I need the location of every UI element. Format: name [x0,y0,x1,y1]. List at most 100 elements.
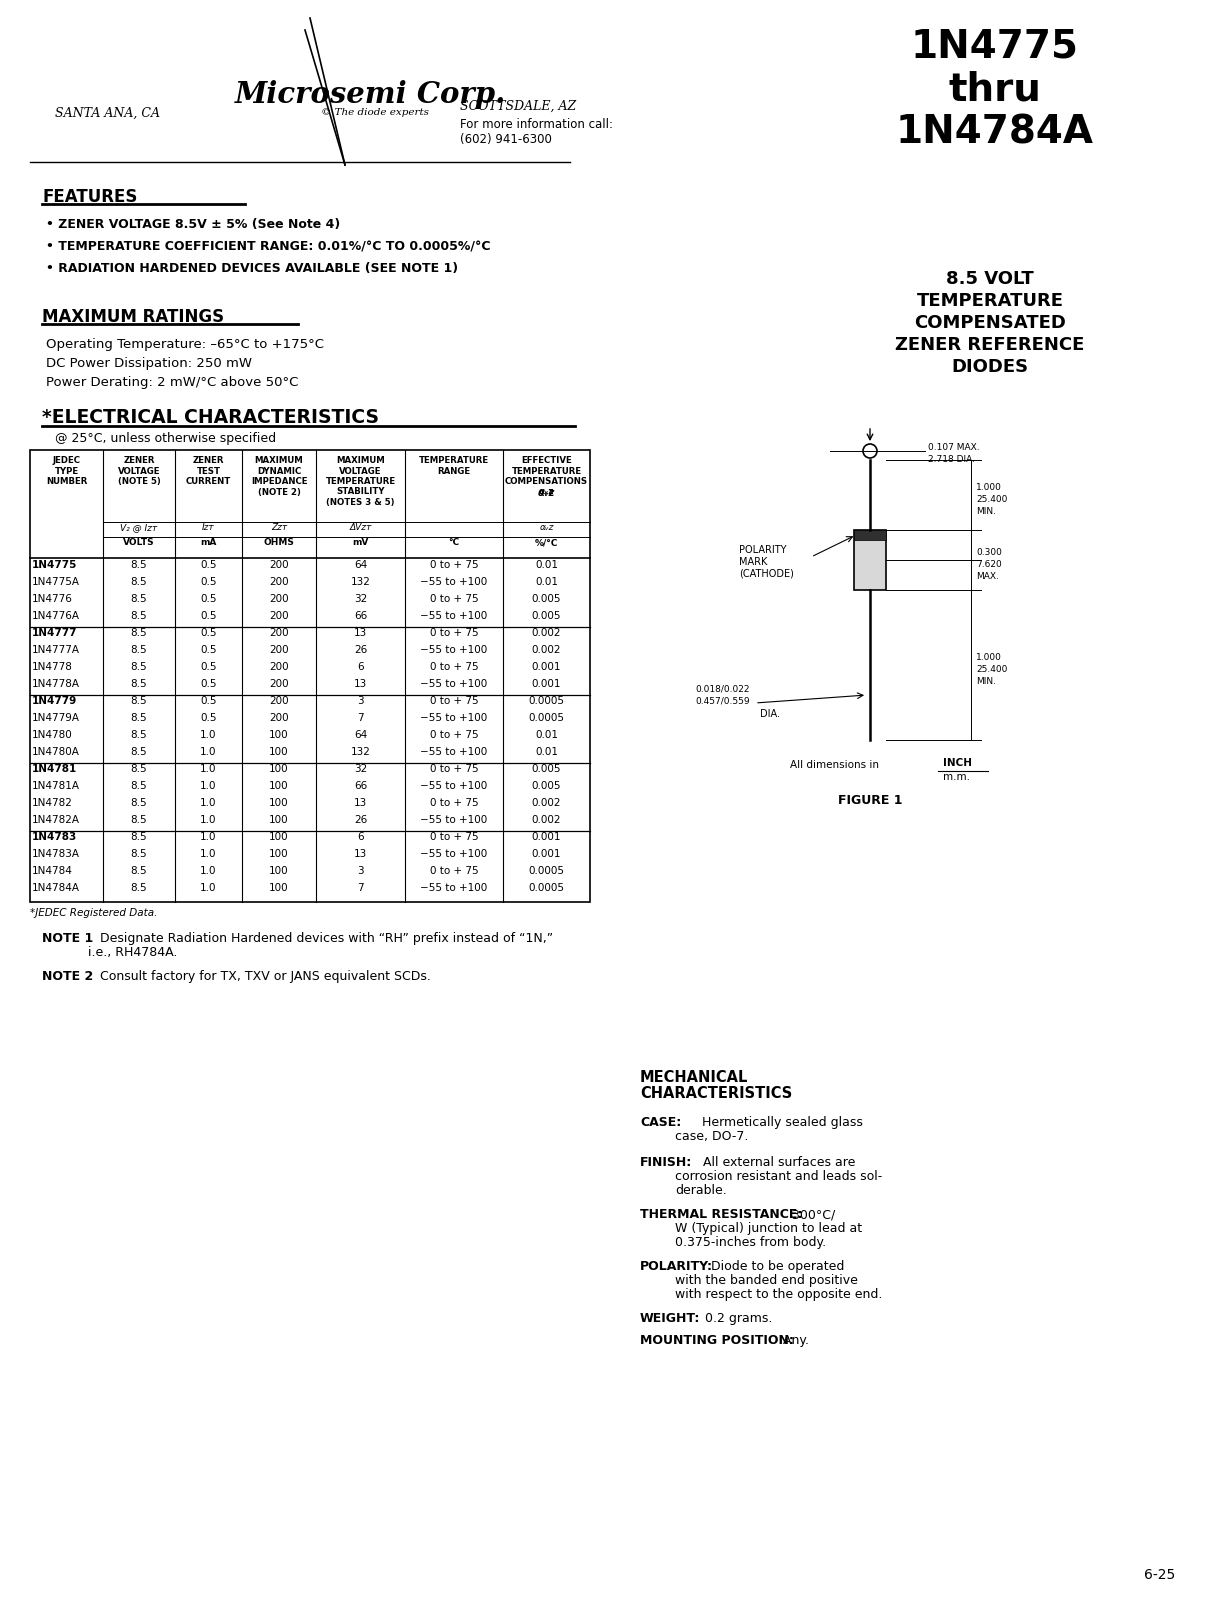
Text: 6-25: 6-25 [1144,1568,1175,1582]
Text: ZENER: ZENER [124,456,154,466]
Text: TEMPERATURE: TEMPERATURE [325,477,396,486]
Text: OHMS: OHMS [263,538,295,547]
Text: 1N4777A: 1N4777A [32,645,80,654]
Text: 0.5: 0.5 [200,578,217,587]
Text: case, DO-7.: case, DO-7. [675,1130,748,1142]
Text: 1.000: 1.000 [976,483,1002,493]
Text: 8.5: 8.5 [131,627,147,638]
Text: IMPEDANCE: IMPEDANCE [251,477,307,486]
Text: Microsemi Corp.: Microsemi Corp. [234,80,505,109]
Text: −55 to +100: −55 to +100 [420,747,488,757]
Text: 7: 7 [357,714,364,723]
Text: with the banded end positive: with the banded end positive [675,1274,858,1286]
Text: CHARACTERISTICS: CHARACTERISTICS [640,1086,793,1101]
Text: 8.5: 8.5 [131,662,147,672]
Text: 0.005: 0.005 [532,781,561,790]
Text: 1N4776A: 1N4776A [32,611,80,621]
Text: JEDEC: JEDEC [52,456,80,466]
Text: 100: 100 [270,798,289,808]
Text: POLARITY:: POLARITY: [640,1261,713,1274]
Text: 1N4778: 1N4778 [32,662,73,672]
Text: 1.0: 1.0 [200,832,217,842]
Text: VOLTAGE: VOLTAGE [339,467,381,475]
Text: 7.620: 7.620 [976,560,1002,570]
Bar [853,530,886,541]
Text: 1N4778A: 1N4778A [32,678,80,690]
Text: FINISH:: FINISH: [640,1155,692,1170]
Text: 0.01: 0.01 [535,578,558,587]
Text: 0.001: 0.001 [532,832,561,842]
Text: 1N4780: 1N4780 [32,730,73,739]
Text: MAXIMUM: MAXIMUM [255,456,304,466]
Text: Consult factory for TX, TXV or JANS equivalent SCDs.: Consult factory for TX, TXV or JANS equi… [87,970,431,982]
Text: TEST: TEST [197,467,221,475]
Text: MAXIMUM RATINGS: MAXIMUM RATINGS [42,307,225,326]
Text: MAX.: MAX. [976,573,999,581]
Text: 0 to + 75: 0 to + 75 [430,866,478,877]
Text: Power Derating: 2 mW/°C above 50°C: Power Derating: 2 mW/°C above 50°C [46,376,299,389]
Text: VOLTAGE: VOLTAGE [118,467,160,475]
Text: 0 to + 75: 0 to + 75 [430,696,478,706]
Text: 1.0: 1.0 [200,866,217,877]
Text: 8.5: 8.5 [131,765,147,774]
Text: m.m.: m.m. [943,773,970,782]
Text: −55 to +100: −55 to +100 [420,850,488,859]
Text: 8.5: 8.5 [131,866,147,877]
Text: 64: 64 [353,560,367,570]
Text: 100: 100 [270,883,289,893]
Text: 0.002: 0.002 [532,798,561,808]
Text: 6: 6 [357,662,364,672]
Text: ZENER REFERENCE: ZENER REFERENCE [895,336,1084,354]
Text: 1.0: 1.0 [200,781,217,790]
Text: 0.5: 0.5 [200,678,217,690]
Text: mV: mV [352,538,369,547]
Text: 1N4782A: 1N4782A [32,814,80,826]
Text: 200: 200 [270,594,289,603]
Text: 0.0005: 0.0005 [528,883,565,893]
Text: 100: 100 [270,814,289,826]
Text: 0 to + 75: 0 to + 75 [430,765,478,774]
Text: 0.0005: 0.0005 [528,714,565,723]
Text: (NOTE 5): (NOTE 5) [118,477,160,486]
Text: 0.005: 0.005 [532,594,561,603]
Text: 132: 132 [351,747,370,757]
Text: 200: 200 [270,645,289,654]
Text: • TEMPERATURE COEFFICIENT RANGE: 0.01%/°C TO 0.0005%/°C: • TEMPERATURE COEFFICIENT RANGE: 0.01%/°… [46,240,490,253]
Text: POLARITY: POLARITY [739,546,787,555]
Text: TEMPERATURE: TEMPERATURE [917,291,1063,310]
Text: 0.005: 0.005 [532,765,561,774]
Text: 0 to + 75: 0 to + 75 [430,832,478,842]
Text: 8.5: 8.5 [131,611,147,621]
Text: FEATURES: FEATURES [42,187,137,206]
Text: 1.0: 1.0 [200,747,217,757]
Text: 32: 32 [353,594,367,603]
Text: For more information call:: For more information call: [460,118,613,131]
Text: −55 to +100: −55 to +100 [420,578,488,587]
Text: *ELECTRICAL CHARACTERISTICS: *ELECTRICAL CHARACTERISTICS [42,408,379,427]
Text: 13: 13 [353,850,367,859]
Text: −55 to +100: −55 to +100 [420,714,488,723]
Text: 200: 200 [270,662,289,672]
Text: 100: 100 [270,730,289,739]
Text: 0.001: 0.001 [532,850,561,859]
Text: © The diode experts: © The diode experts [320,109,429,117]
Text: αᵥz: αᵥz [538,488,555,498]
Text: 26: 26 [353,814,367,826]
Text: i.e., RH4784A.: i.e., RH4784A. [87,946,177,958]
Text: 1N4781A: 1N4781A [32,781,80,790]
Text: 0.002: 0.002 [532,627,561,638]
Text: 0.5: 0.5 [200,560,217,570]
Text: −55 to +100: −55 to +100 [420,781,488,790]
Text: 32: 32 [353,765,367,774]
Text: RANGE: RANGE [437,467,471,475]
Text: 1.0: 1.0 [200,765,217,774]
Text: 200: 200 [270,696,289,706]
Text: derable.: derable. [675,1184,727,1197]
Text: ΔVᴢᴛ: ΔVᴢᴛ [350,523,371,531]
Text: 1.0: 1.0 [200,850,217,859]
Text: 0.5: 0.5 [200,611,217,621]
Text: 200: 200 [270,560,289,570]
Text: (602) 941-6300: (602) 941-6300 [460,133,552,146]
Text: 0.5: 0.5 [200,645,217,654]
Text: 100: 100 [270,850,289,859]
